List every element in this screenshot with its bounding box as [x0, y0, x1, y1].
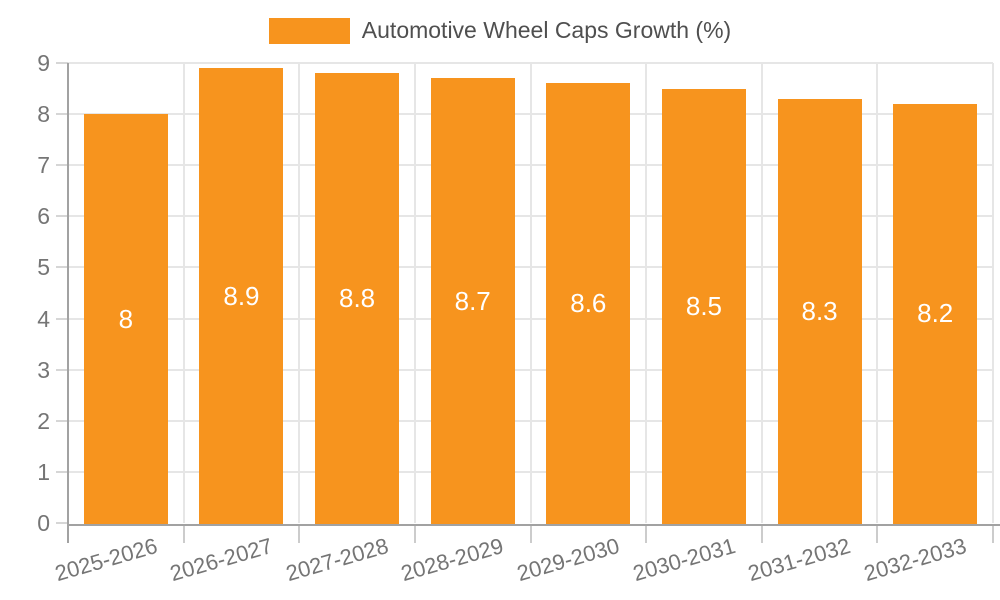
gridline-vertical: [876, 63, 879, 523]
y-axis-tick: [56, 164, 68, 167]
bar-value-label: 8.9: [223, 280, 260, 311]
x-axis-tick: [876, 525, 879, 543]
gridline-vertical: [182, 63, 185, 523]
x-axis-tick: [760, 525, 763, 543]
bar-value-label: 8: [118, 303, 134, 334]
bar[interactable]: [83, 114, 168, 524]
gridline-vertical: [645, 63, 648, 523]
y-tick-label: 5: [37, 254, 50, 281]
legend: Automotive Wheel Caps Growth (%): [0, 17, 1000, 44]
bar-value-label: 8.8: [338, 283, 376, 314]
gridline-vertical: [413, 63, 416, 523]
y-axis-tick: [56, 317, 68, 320]
x-axis-tick: [182, 525, 185, 543]
legend-label: Automotive Wheel Caps Growth (%): [361, 17, 732, 43]
y-tick-label: 0: [37, 510, 50, 536]
bar[interactable]: [893, 103, 978, 524]
bar-value-label: 8.2: [917, 298, 954, 329]
gridline-vertical: [760, 63, 763, 523]
bar-value-label: 8.3: [801, 295, 838, 326]
y-tick-label: 9: [37, 50, 50, 76]
y-axis-tick: [56, 62, 68, 64]
bar-value-label: 8.6: [570, 288, 607, 319]
x-axis-line: [68, 524, 1000, 526]
y-axis-tick: [56, 522, 68, 524]
y-axis-tick: [56, 368, 68, 371]
y-axis-tick: [56, 470, 68, 473]
legend-item[interactable]: Automotive Wheel Caps Growth (%): [268, 17, 732, 44]
y-tick-label: 8: [37, 101, 50, 128]
y-tick-label: 6: [37, 203, 50, 230]
x-axis-tick: [645, 525, 648, 543]
gridline-vertical: [298, 63, 301, 523]
y-tick-label: 4: [37, 305, 50, 332]
y-axis-tick: [56, 113, 68, 116]
bar[interactable]: [661, 88, 746, 524]
bar-value-label: 8.5: [685, 290, 723, 321]
bar[interactable]: [546, 83, 631, 524]
bar[interactable]: [315, 73, 400, 524]
x-axis-tick: [992, 525, 994, 543]
gridline-vertical: [529, 63, 532, 523]
bar[interactable]: [199, 68, 284, 524]
y-tick-label: 7: [37, 152, 50, 179]
x-axis-tick: [413, 525, 416, 543]
y-axis-tick: [56, 215, 68, 218]
bar[interactable]: [430, 78, 515, 524]
gridline-vertical: [992, 63, 994, 523]
y-axis-tick: [56, 419, 68, 422]
bar[interactable]: [777, 98, 862, 524]
y-tick-label: 3: [37, 356, 50, 383]
bar-value-label: 8.7: [454, 285, 491, 316]
legend-swatch-icon: [268, 17, 350, 44]
y-tick-label: 2: [37, 407, 50, 434]
y-axis-tick: [56, 266, 68, 269]
y-axis-line: [67, 63, 69, 543]
y-tick-label: 1: [37, 458, 50, 485]
x-axis-tick: [298, 525, 301, 543]
x-axis-tick: [529, 525, 532, 543]
